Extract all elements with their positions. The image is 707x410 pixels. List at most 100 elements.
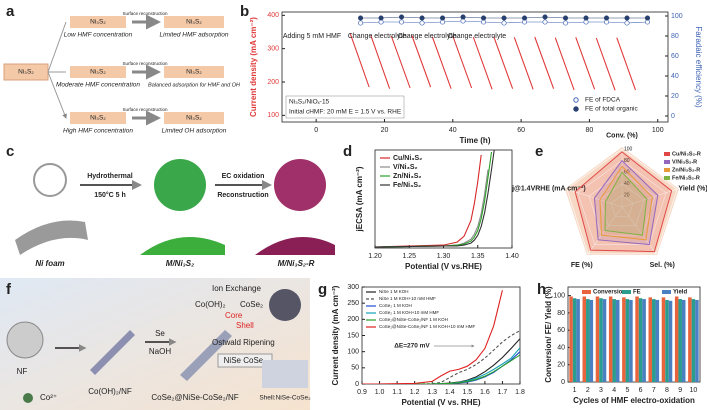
- annotation: Change electrolyte: [398, 33, 456, 40]
- ion-dot: [23, 393, 33, 403]
- bar: [589, 299, 594, 382]
- y-tick-label: 250: [347, 300, 359, 307]
- x-tick-label: 1.6: [480, 389, 490, 396]
- label: Shell:NiSe-CoSe₂: [259, 395, 311, 402]
- label: CoSe₂@NiSe-CoSe₂/NF: [151, 393, 238, 402]
- bar: [668, 300, 673, 382]
- x-tick-label: 40: [449, 127, 457, 134]
- marker: [644, 15, 651, 21]
- x-tick-label: 60: [517, 127, 525, 134]
- legend-label: Cu/Ni₃S₂: [393, 155, 422, 162]
- bar: [576, 299, 580, 382]
- marker: [419, 15, 425, 21]
- annotation: Adding 5 mM HMF: [283, 33, 341, 40]
- legend-label: FE of total organic: [585, 106, 638, 113]
- result: Limited OH adsorption: [162, 128, 227, 135]
- legend-swatch: [664, 176, 670, 180]
- label: Co²⁺: [40, 393, 57, 402]
- background: [0, 278, 310, 410]
- legend-label: FE: [633, 290, 641, 296]
- legend-label: Fe/Ni₃S₂: [393, 182, 421, 189]
- y-tick-label: 150: [347, 332, 359, 339]
- panel-letter: f: [6, 281, 12, 298]
- x-tick-label: 20: [381, 127, 389, 134]
- x-tick-label: 4: [612, 387, 616, 394]
- x-tick-label: 1.2: [410, 389, 420, 396]
- y2-tick-label: 20: [671, 93, 679, 100]
- step-condition: Reconstruction: [217, 192, 268, 199]
- label: M/Ni₃S₂: [166, 259, 194, 268]
- bar: [638, 298, 643, 382]
- x-tick-label: 8: [665, 387, 669, 394]
- process: Surface reconstruction: [122, 11, 168, 16]
- y-tick-label: 60: [557, 327, 565, 334]
- series-line: [362, 347, 520, 384]
- result: Limited HMF adsorption: [160, 32, 229, 39]
- legend-label: NiSe 1 M KOH: [379, 289, 409, 294]
- x-tick-label: 80: [586, 127, 594, 134]
- panel-letter: c: [6, 143, 14, 160]
- step-condition: 150°C 5 h: [94, 191, 126, 199]
- x-tick-label: 0: [314, 127, 318, 134]
- label: Co(OH)₂/NF: [88, 387, 132, 396]
- series-line: [375, 150, 495, 248]
- legend-swatch: [664, 160, 670, 164]
- grid-ring: [588, 171, 656, 236]
- y2-tick-label: 100: [671, 13, 683, 20]
- x-tick-label: 1.20: [368, 253, 382, 260]
- y-axis-label: Current density (mA cm⁻²): [249, 17, 258, 117]
- m-ni3s2-crystal: [154, 159, 206, 211]
- x-tick-label: 1.1: [392, 389, 402, 396]
- legend-label: V/Ni₃S₂-R: [672, 159, 697, 165]
- label: M/Ni₃S₂-R: [278, 259, 315, 268]
- x-tick-label: 9: [678, 387, 682, 394]
- marker: [378, 15, 384, 21]
- row: Ni₃S₂ High HMF concentration Surface rec…: [63, 107, 227, 135]
- marker: [624, 15, 630, 21]
- box-label: Ni₃S₂: [186, 69, 202, 76]
- bar: [688, 297, 692, 382]
- bar: [652, 299, 656, 382]
- co-oh2-array: [90, 330, 135, 375]
- marker: [624, 20, 630, 26]
- x-tick-label: 1.4: [445, 389, 455, 396]
- m-ni3s2-r-crystal: [274, 159, 326, 211]
- bar: [642, 299, 646, 382]
- panel-letter: a: [6, 3, 15, 20]
- x-tick-label: 5: [625, 387, 629, 394]
- left-box: [70, 16, 126, 28]
- bar: [608, 296, 613, 382]
- condition: Low HMF concentration: [64, 32, 133, 39]
- x-tick-label: 7: [652, 387, 656, 394]
- radar-series: [593, 159, 659, 246]
- legend-label: CoSe₂@NiSe-CoSe₂/NF 1 M KOH+10 mM HMF: [379, 324, 475, 329]
- grid-ring: [610, 195, 634, 217]
- panel-letter: b: [240, 3, 249, 20]
- series-line: [375, 169, 489, 248]
- legend-label: CoSe₂ 1 M KOH: [379, 303, 412, 308]
- marker: [480, 15, 487, 21]
- bar: [595, 296, 600, 382]
- r-tick-label: 60: [624, 170, 630, 176]
- legend-label: V/Ni₃S₂: [393, 164, 418, 171]
- bar: [681, 299, 686, 382]
- x-tick-label: 1.7: [498, 389, 508, 396]
- y-tick-label: 300: [267, 46, 279, 53]
- marker: [399, 14, 405, 20]
- bar: [615, 299, 620, 382]
- label: Ion Exchange: [212, 284, 261, 293]
- label: NiSe CoSe₂: [224, 356, 267, 365]
- bar: [586, 299, 590, 382]
- marker: [358, 15, 364, 21]
- marker: [460, 14, 466, 20]
- bar: [572, 298, 577, 382]
- x-tick-label: 1.40: [505, 253, 519, 260]
- x-tick-label: 1.0: [375, 389, 385, 396]
- marker: [562, 15, 569, 21]
- legend-label: Zn/Ni₃S₂: [393, 173, 422, 180]
- y-tick-label: 100: [347, 349, 359, 356]
- box-label: Ni₃S₂: [186, 19, 202, 26]
- x-axis-label: Potential (V vs.RHE): [405, 262, 482, 271]
- x-tick-label: 6: [639, 387, 643, 394]
